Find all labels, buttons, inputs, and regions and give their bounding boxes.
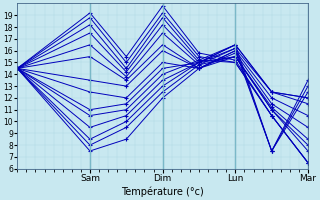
- X-axis label: Température (°c): Température (°c): [121, 186, 204, 197]
